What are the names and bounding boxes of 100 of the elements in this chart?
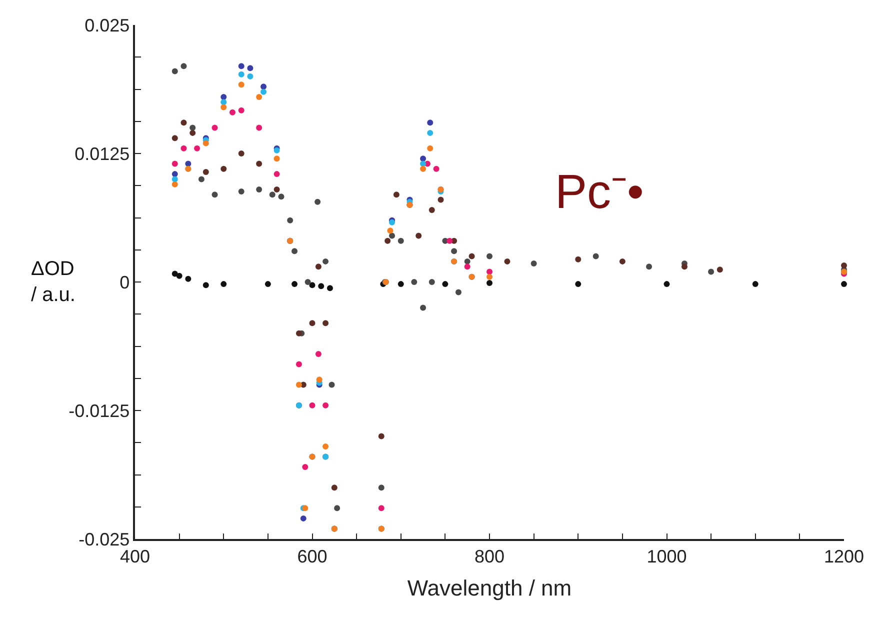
point [172, 68, 178, 74]
point [322, 320, 329, 326]
point [681, 264, 688, 270]
point [172, 171, 178, 178]
point [172, 181, 178, 188]
point [334, 505, 340, 512]
y-tick-label: -0.0125 [68, 400, 130, 421]
point [315, 264, 322, 270]
point [278, 194, 284, 200]
point [316, 376, 322, 383]
point [384, 238, 391, 244]
point [420, 156, 426, 162]
point [247, 65, 254, 72]
point [247, 73, 254, 80]
point [619, 258, 626, 264]
point [378, 484, 384, 491]
point [378, 505, 384, 512]
point [238, 188, 244, 195]
point [451, 248, 458, 254]
point [238, 82, 244, 88]
point [256, 160, 262, 167]
point [202, 140, 209, 146]
point [592, 253, 599, 260]
point [296, 382, 302, 388]
point [212, 124, 218, 131]
point [260, 88, 267, 95]
point [464, 264, 470, 270]
point [322, 443, 329, 450]
point [398, 281, 404, 288]
point [190, 124, 196, 131]
point [260, 84, 267, 90]
point [256, 186, 262, 192]
point [486, 268, 492, 275]
point [486, 253, 492, 260]
point [420, 166, 426, 172]
point [393, 192, 400, 198]
point [180, 120, 187, 126]
point [274, 171, 280, 178]
point [326, 285, 333, 292]
point [486, 280, 492, 286]
point [172, 160, 178, 167]
point [274, 156, 280, 162]
point [442, 281, 448, 288]
point [575, 256, 582, 262]
point [427, 145, 434, 152]
x-tick-label: 1200 [824, 546, 864, 566]
point [318, 283, 324, 290]
point [411, 279, 418, 285]
point [428, 279, 435, 285]
point [176, 272, 182, 279]
point [446, 238, 453, 244]
y-axis-title: ΔOD / a.u. [31, 258, 76, 306]
point [322, 258, 329, 264]
point [238, 71, 244, 78]
point [256, 124, 262, 131]
point [180, 145, 187, 152]
point [190, 130, 196, 136]
point [302, 464, 308, 470]
point [575, 281, 582, 288]
point [220, 281, 227, 288]
point [287, 217, 294, 224]
point [296, 361, 302, 368]
point [322, 402, 329, 408]
point [264, 281, 271, 288]
annotation: Pc⁻• [555, 166, 644, 219]
point [309, 320, 316, 326]
point [378, 433, 384, 440]
y-tick-label: 0 [120, 272, 130, 292]
point [172, 135, 178, 142]
point [389, 232, 396, 239]
point [427, 120, 434, 126]
point [274, 186, 280, 192]
point [486, 274, 492, 280]
point [398, 238, 404, 244]
point [202, 169, 209, 175]
point [464, 258, 470, 264]
point [238, 107, 244, 114]
x-axis-title: Wavelength / nm [407, 576, 572, 601]
point [185, 160, 192, 167]
point [420, 160, 426, 167]
point [716, 266, 723, 273]
point [180, 63, 187, 70]
point [387, 228, 394, 234]
x-tick-label: 800 [474, 546, 505, 566]
y-tick-label: 0.025 [84, 15, 130, 36]
point [331, 484, 338, 491]
point [752, 281, 758, 288]
point [504, 258, 510, 264]
point [416, 232, 422, 239]
point [220, 166, 227, 172]
point [455, 289, 462, 296]
y-tick-label: 0.0125 [74, 144, 130, 164]
point [300, 515, 306, 522]
point [708, 268, 714, 275]
point [841, 281, 847, 288]
point [220, 104, 227, 110]
point [269, 192, 276, 198]
point [256, 94, 262, 100]
point [202, 282, 209, 288]
point [296, 330, 302, 336]
